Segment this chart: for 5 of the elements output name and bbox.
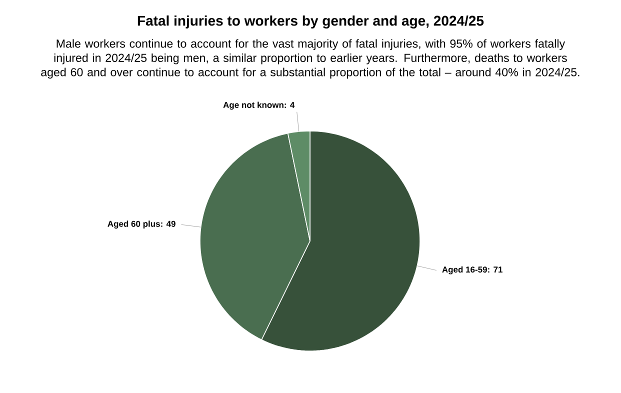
chart-subtitle: Male workers continue to account for the vast majority of fatal injuries, with 95% of workers fatally injured in 2024/25 being men, a similar proportion to earlier years. Furthermore, deaths to workers aged 60 and over continue to account for a substantial proportion of the total – around 40% in 2024/25. [41,39,580,79]
chart-title: Fatal injuries to workers by gender and age, 2024/25 [138,15,484,29]
slice-label: Aged 60 plus: 49 [108,220,176,229]
slice-label: Age not known: 4 [223,102,295,110]
slice-label: Aged 16-59: 71 [442,266,502,274]
